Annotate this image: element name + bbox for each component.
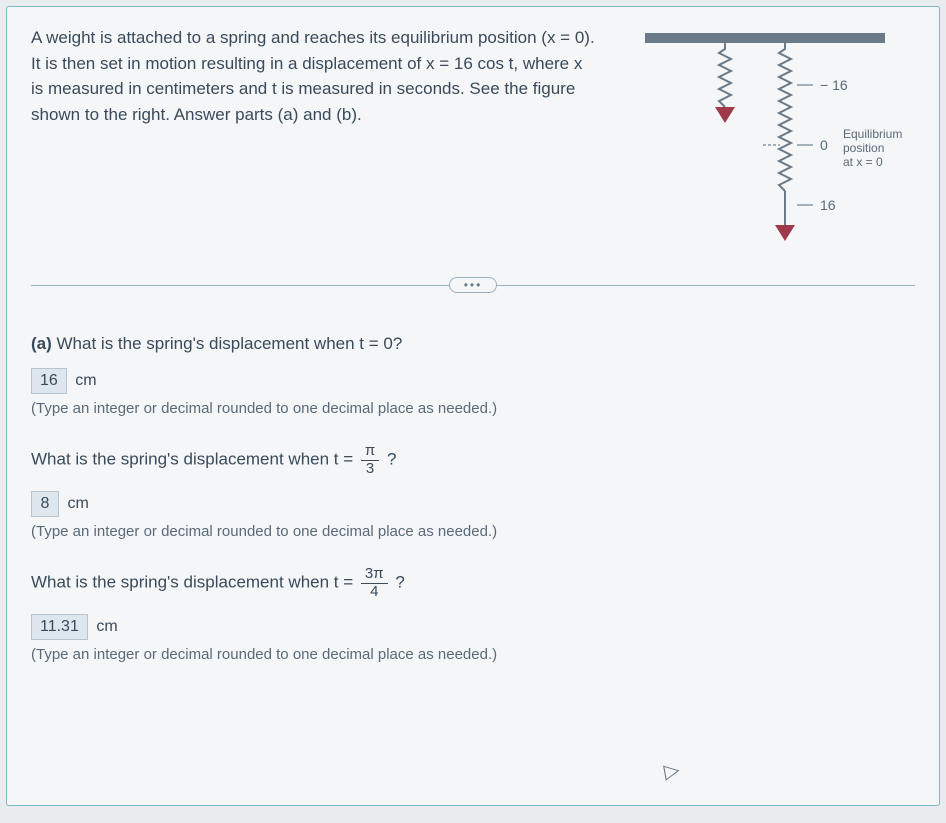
fraction-b-num: π	[361, 443, 379, 461]
spring-figure: − 16 0 16 Equilibrium position at x = 0	[615, 25, 915, 255]
answer-input-b[interactable]: 8	[31, 491, 59, 517]
question-b-prefix: What is the spring's displacement when t…	[31, 449, 358, 468]
fig-eq-3: at x = 0	[843, 155, 883, 169]
unit-c: cm	[96, 618, 117, 635]
part-label-a: (a)	[31, 334, 52, 353]
fraction-c-den: 4	[361, 584, 388, 601]
question-a-text: What is the spring's displacement when t…	[57, 334, 403, 353]
unit-b: cm	[67, 495, 88, 512]
answer-row-a: 16 cm	[31, 368, 915, 394]
answer-input-a[interactable]: 16	[31, 368, 67, 394]
question-b-suffix: ?	[387, 449, 396, 468]
fig-eq-2: position	[843, 141, 884, 155]
fraction-c: 3π 4	[361, 566, 388, 600]
fig-label-bottom: 16	[820, 197, 836, 213]
hint-c: (Type an integer or decimal rounded to o…	[31, 646, 915, 663]
fig-eq-1: Equilibrium	[843, 127, 902, 141]
question-c-suffix: ?	[395, 572, 404, 591]
fraction-b: π 3	[361, 443, 379, 477]
fig-label-top: − 16	[820, 77, 848, 93]
expand-pill[interactable]: •••	[449, 277, 498, 293]
question-b: What is the spring's displacement when t…	[31, 443, 915, 477]
fraction-c-num: 3π	[361, 566, 388, 584]
question-a: (a) What is the spring's displacement wh…	[31, 334, 915, 354]
answer-input-c[interactable]: 11.31	[31, 614, 88, 640]
fraction-b-den: 3	[361, 461, 379, 478]
answer-row-c: 11.31 cm	[31, 614, 915, 640]
problem-statement: A weight is attached to a spring and rea…	[31, 25, 595, 255]
fig-label-mid: 0	[820, 137, 828, 153]
unit-a: cm	[75, 372, 96, 389]
question-c: What is the spring's displacement when t…	[31, 566, 915, 600]
hint-a: (Type an integer or decimal rounded to o…	[31, 400, 915, 417]
hint-b: (Type an integer or decimal rounded to o…	[31, 523, 915, 540]
cursor-icon: ▷	[662, 757, 681, 784]
question-c-prefix: What is the spring's displacement when t…	[31, 572, 358, 591]
answer-row-b: 8 cm	[31, 491, 915, 517]
question-panel: A weight is attached to a spring and rea…	[6, 6, 940, 806]
top-row: A weight is attached to a spring and rea…	[31, 25, 915, 255]
divider: •••	[31, 285, 915, 304]
